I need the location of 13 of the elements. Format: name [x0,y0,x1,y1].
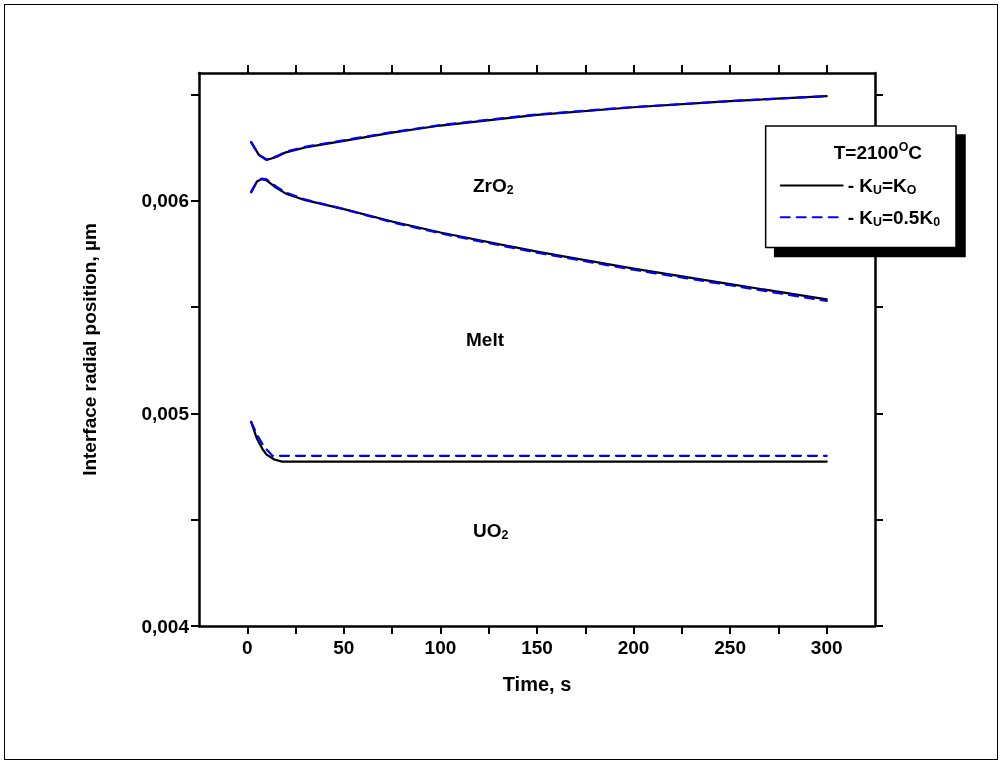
x-tick-label: 250 [714,637,746,658]
x-tick-label: 300 [810,637,843,658]
x-tick-label: 200 [617,637,650,658]
y-tick-label: 0,004 [141,615,190,637]
x-tick-label: 50 [333,637,355,658]
x-tick-label: 150 [521,637,553,658]
x-axis-title: Time, s [502,673,572,695]
y-axis-title: Interface radial position, µm [79,223,100,476]
annotation: Melt [466,329,505,350]
y-tick-label: 0,006 [141,190,189,212]
x-tick-label: 0 [242,637,253,658]
x-tick-label: 100 [424,637,457,658]
y-tick-label: 0,005 [141,402,190,424]
